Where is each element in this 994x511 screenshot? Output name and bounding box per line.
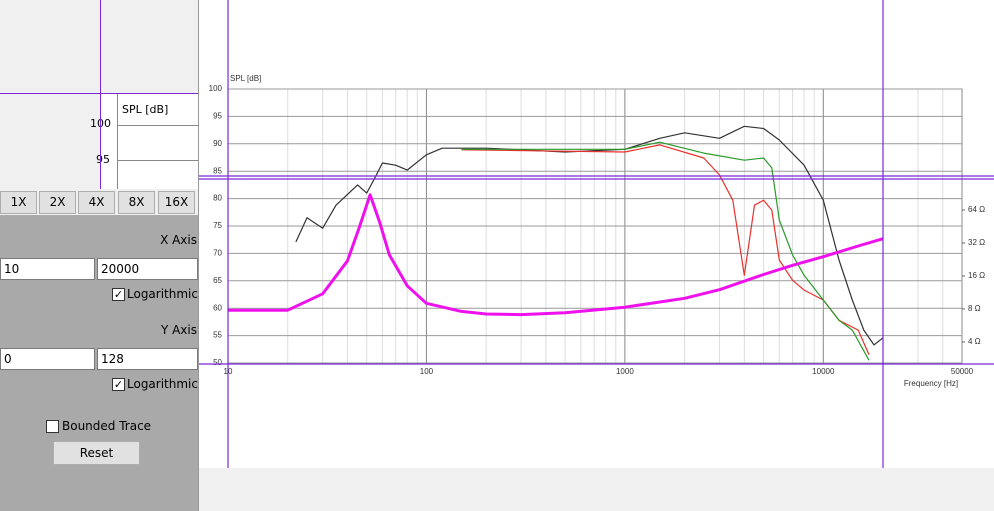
y-tick-label: 75 (213, 221, 222, 230)
y2-tick-label: 8 Ω (968, 304, 981, 313)
x-log-checkbox[interactable]: ✓ (112, 288, 125, 301)
cursor-lines (199, 0, 994, 468)
preview-tick: 95 (96, 153, 110, 166)
preview-grid (117, 125, 198, 126)
chart-background (199, 0, 994, 468)
x-tick-label: 50000 (951, 367, 974, 376)
zoom-button[interactable]: 2X (39, 191, 76, 214)
curves (228, 125, 884, 361)
y-tick-label: 85 (213, 166, 222, 175)
zoom-button[interactable]: 8X (118, 191, 155, 214)
cursor-line (0, 93, 198, 94)
preview-grid (117, 160, 198, 161)
preview-label: SPL [dB] (122, 103, 169, 116)
x-tick-label: 100 (420, 367, 434, 376)
y-axis-heading: Y Axis (160, 323, 197, 337)
y2-tick-label: 64 Ω (968, 205, 985, 214)
zoom-preview: SPL [dB] 100 95 (90, 93, 198, 189)
y-tick-label: 80 (213, 194, 222, 203)
y2-tick-label: 16 Ω (968, 271, 985, 280)
y-axis-label: SPL [dB] (230, 74, 261, 83)
y-log-label: Logarithmic (127, 377, 198, 391)
y-tick-label: 95 (213, 112, 222, 121)
x-max-input[interactable]: 20000 (97, 258, 198, 280)
y-tick-label: 90 (213, 139, 222, 148)
x-min-input[interactable]: 10 (0, 258, 95, 280)
y-tick-label: 55 (213, 331, 222, 340)
y-min-input[interactable]: 0 (0, 348, 95, 370)
y-tick-label: 65 (213, 276, 222, 285)
zoom-button[interactable]: 1X (0, 191, 37, 214)
curve (295, 125, 884, 346)
x-log-label: Logarithmic (127, 287, 198, 301)
y-tick-label: 70 (213, 249, 222, 258)
y2-tick-label: 4 Ω (968, 337, 981, 346)
y-tick-label: 100 (209, 84, 223, 93)
zoom-button[interactable]: 4X (78, 191, 115, 214)
x-tick-label: 10000 (812, 367, 835, 376)
y-tick-label: 60 (213, 303, 222, 312)
bounded-trace-label: Bounded Trace (62, 419, 152, 433)
cursor-line (100, 0, 101, 189)
y2-tick-label: 32 Ω (968, 238, 985, 247)
bounded-trace-checkbox[interactable] (46, 420, 59, 433)
grid: 1010010001000050000505560657075808590951… (209, 84, 985, 376)
curve (228, 193, 884, 317)
y-log-checkbox[interactable]: ✓ (112, 378, 125, 391)
x-axis-heading: X Axis (160, 233, 197, 247)
preview-axis (117, 93, 118, 189)
curve (461, 141, 870, 361)
x-axis-label: Frequency [Hz] (904, 379, 958, 388)
zoom-button[interactable]: 16X (158, 191, 195, 214)
reset-button[interactable]: Reset (53, 441, 140, 465)
x-tick-label: 1000 (616, 367, 634, 376)
y-tick-label: 50 (213, 358, 222, 367)
y-max-input[interactable]: 128 (97, 348, 198, 370)
